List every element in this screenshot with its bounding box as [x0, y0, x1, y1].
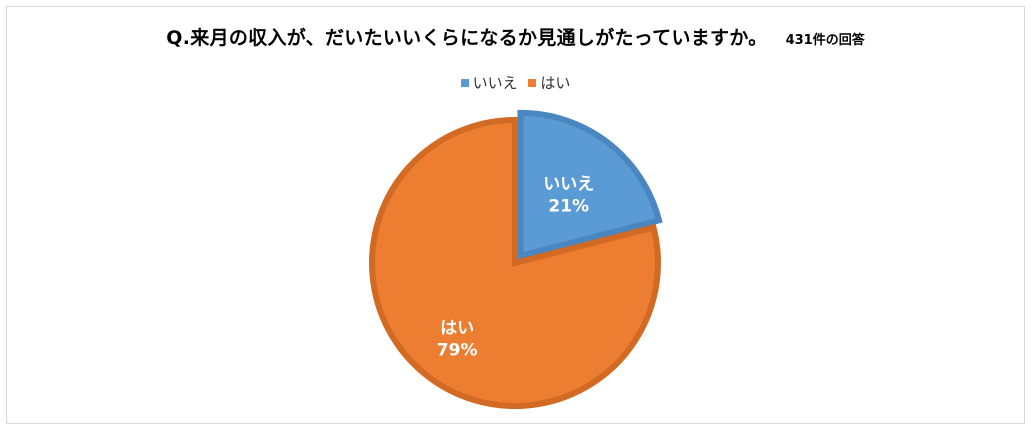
legend-item-no: いいえ [460, 72, 518, 93]
legend-swatch-yes [528, 79, 537, 87]
label-no-percent: 21% [548, 197, 589, 217]
label-yes-percent: 79% [437, 341, 478, 361]
label-no-category: いいえ [543, 175, 594, 195]
chart-title: Q.来月の収入が、だいたいいくらになるか見通しがたっていますか。 431件の回答 [7, 23, 1024, 50]
legend-label-yes: はい [540, 74, 571, 92]
legend-item-yes: はい [528, 72, 570, 93]
slice-yes [369, 116, 661, 409]
label-yes-category: はい [440, 319, 474, 339]
chart-legend: いいえ はい [7, 72, 1024, 93]
chart-title-text: Q.来月の収入が、だいたいいくらになるか見通しがたっていますか。 [166, 27, 768, 49]
slice-no [517, 109, 663, 260]
legend-label-no: いいえ [472, 74, 518, 92]
legend-swatch-no [460, 79, 469, 87]
response-count: 431件の回答 [785, 33, 865, 48]
